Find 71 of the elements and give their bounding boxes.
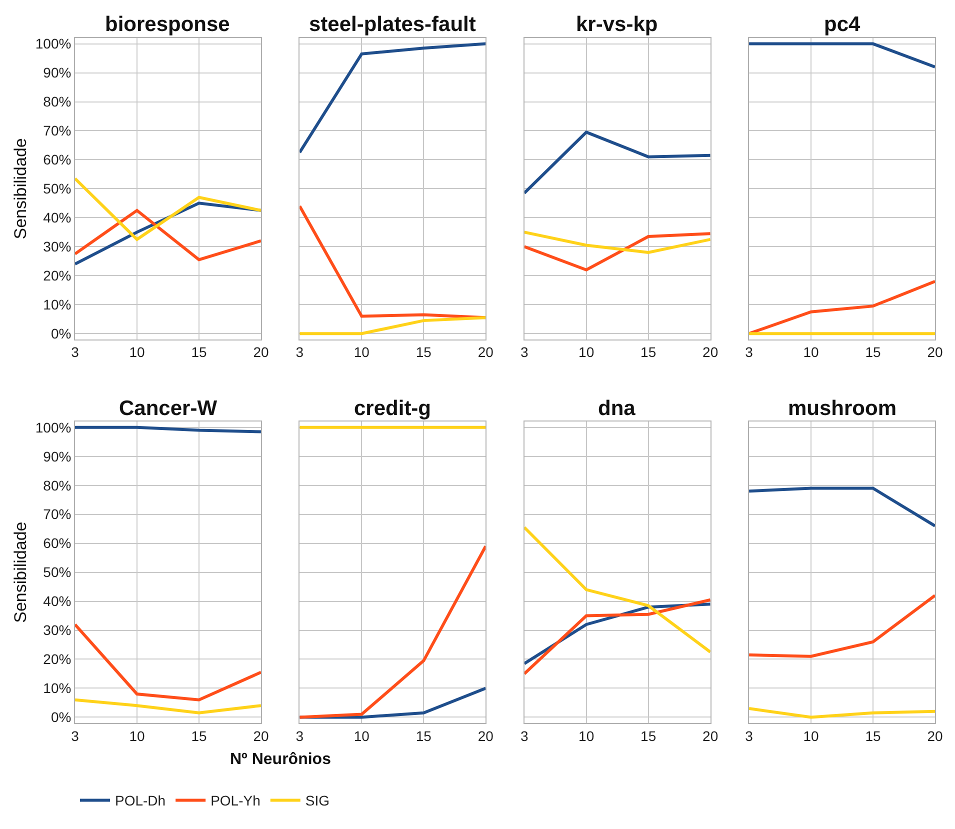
x-tick-label: 20 xyxy=(702,344,718,360)
x-tick-label: 10 xyxy=(354,728,370,744)
y-tick-label: 80% xyxy=(43,94,72,110)
x-tick-label: 15 xyxy=(640,344,656,360)
x-tick-label: 15 xyxy=(191,728,207,744)
chart-title: Cancer-W xyxy=(119,397,218,420)
chart-title: bioresponse xyxy=(105,13,230,36)
x-tick-label: 10 xyxy=(354,344,370,360)
chart-title: mushroom xyxy=(788,397,897,420)
y-axis-title: Sensibilidade xyxy=(10,522,30,623)
x-tick-label: 10 xyxy=(129,344,145,360)
y-axis-title: Sensibilidade xyxy=(10,138,30,240)
x-tick-label: 20 xyxy=(478,728,494,744)
y-tick-label: 70% xyxy=(43,122,72,139)
x-tick-label: 20 xyxy=(927,728,943,744)
x-tick-label: 15 xyxy=(865,344,881,360)
y-tick-label: 90% xyxy=(43,448,72,464)
x-tick-label: 3 xyxy=(745,728,754,744)
x-tick-label: 15 xyxy=(191,344,207,360)
x-tick-label: 3 xyxy=(296,344,304,360)
y-tick-label: 40% xyxy=(43,210,72,226)
x-tick-label: 15 xyxy=(416,728,432,744)
chart-title: credit-g xyxy=(354,397,432,420)
y-tick-label: 30% xyxy=(43,238,72,255)
legend-label: POL-Yh xyxy=(210,792,260,809)
legend-label: POL-Dh xyxy=(115,792,166,809)
chart-title: steel-plates-fault xyxy=(309,13,476,36)
x-tick-label: 20 xyxy=(253,344,269,360)
x-tick-label: 3 xyxy=(71,728,80,744)
y-tick-label: 80% xyxy=(43,477,72,494)
x-tick-label: 10 xyxy=(129,728,145,744)
chart-title: dna xyxy=(598,397,636,420)
x-axis-title: Nº Neurônios xyxy=(230,751,332,768)
x-tick-label: 3 xyxy=(296,728,304,744)
x-tick-label: 20 xyxy=(927,344,943,360)
y-tick-label: 40% xyxy=(43,593,72,610)
chart-title: kr-vs-kp xyxy=(576,13,658,36)
legend-label: SIG xyxy=(305,792,330,809)
y-tick-label: 20% xyxy=(43,651,72,668)
x-tick-label: 20 xyxy=(253,728,269,744)
y-tick-label: 10% xyxy=(43,296,72,313)
x-tick-label: 3 xyxy=(745,344,754,360)
x-tick-label: 3 xyxy=(71,344,80,360)
y-tick-label: 0% xyxy=(50,326,72,342)
x-tick-label: 20 xyxy=(702,728,718,744)
x-tick-label: 3 xyxy=(520,344,528,360)
x-tick-label: 10 xyxy=(803,728,820,744)
y-tick-label: 30% xyxy=(43,622,72,638)
y-tick-label: 60% xyxy=(43,535,72,552)
x-tick-label: 3 xyxy=(520,728,528,744)
x-tick-label: 15 xyxy=(640,728,656,744)
x-tick-label: 10 xyxy=(578,728,594,744)
x-tick-label: 15 xyxy=(865,728,881,744)
y-tick-label: 20% xyxy=(43,268,72,284)
chart-title: pc4 xyxy=(824,13,861,36)
y-tick-label: 60% xyxy=(43,152,72,168)
y-tick-label: 0% xyxy=(50,709,72,726)
y-tick-label: 10% xyxy=(43,680,72,696)
y-tick-label: 50% xyxy=(43,564,72,580)
x-tick-label: 15 xyxy=(416,344,432,360)
y-tick-label: 90% xyxy=(43,64,72,81)
y-tick-label: 100% xyxy=(35,36,72,52)
line-series xyxy=(75,622,261,702)
y-tick-label: 70% xyxy=(43,506,72,522)
x-tick-label: 20 xyxy=(478,344,494,360)
line-series xyxy=(75,208,261,262)
y-tick-label: 100% xyxy=(35,419,72,436)
line-series xyxy=(75,177,261,241)
x-tick-label: 10 xyxy=(803,344,820,360)
x-tick-label: 10 xyxy=(578,344,594,360)
y-tick-label: 50% xyxy=(43,180,72,197)
